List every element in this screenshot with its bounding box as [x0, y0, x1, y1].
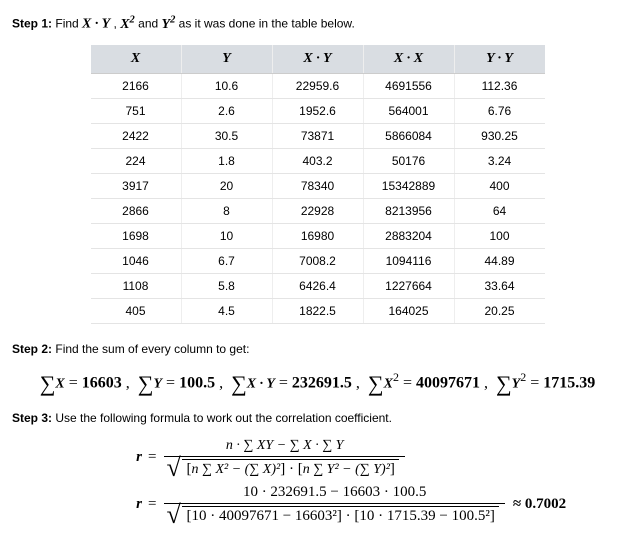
- table-cell: 50176: [363, 148, 454, 173]
- formula-num1: n · ∑ XY − ∑ X · ∑ Y: [164, 437, 404, 457]
- table-cell: 22928: [272, 198, 363, 223]
- step1-text-a: Find: [55, 17, 82, 31]
- table-row: 7512.61952.65640016.76: [91, 98, 545, 123]
- col-header-yy: Y · Y: [454, 45, 545, 74]
- table-cell: 6426.4: [272, 273, 363, 298]
- formula-approx: ≈ 0.7002: [505, 496, 566, 513]
- step2-line: Step 2: Find the sum of every column to …: [12, 342, 623, 356]
- table-cell: 3.24: [454, 148, 545, 173]
- table-cell: 1108: [91, 273, 182, 298]
- table-row: 4054.51822.516402520.25: [91, 298, 545, 323]
- formula-frac2: 10 · 232691.5 − 16603 · 100.5 [10 · 4009…: [164, 484, 504, 525]
- table-cell: 2883204: [363, 223, 454, 248]
- formula-eq1: =: [148, 449, 164, 466]
- table-cell: 73871: [272, 123, 363, 148]
- table-cell: 6.76: [454, 98, 545, 123]
- table-cell: 64: [454, 198, 545, 223]
- table-cell: 112.36: [454, 73, 545, 98]
- table-cell: 30.5: [181, 123, 272, 148]
- table-cell: 7008.2: [272, 248, 363, 273]
- sums-line: ∑X = 16603 , ∑Y = 100.5 , ∑X · Y = 23269…: [12, 370, 623, 397]
- step3-text: Use the following formula to work out th…: [55, 411, 392, 425]
- formula-r1: r: [92, 449, 148, 466]
- data-table: X Y X · Y X · X Y · Y 216610.622959.6469…: [91, 45, 545, 324]
- step3-label: Step 3:: [12, 411, 52, 425]
- table-cell: 2422: [91, 123, 182, 148]
- table-cell: 4691556: [363, 73, 454, 98]
- formula-eq2: =: [148, 496, 164, 513]
- step1-and: and: [138, 17, 161, 31]
- table-cell: 5.8: [181, 273, 272, 298]
- table-cell: 16980: [272, 223, 363, 248]
- step1-text-b: as it was done in the table below.: [179, 17, 355, 31]
- table-row: 242230.5738715866084930.25: [91, 123, 545, 148]
- table-cell: 1.8: [181, 148, 272, 173]
- table-cell: 10.6: [181, 73, 272, 98]
- step1-expr2: X2: [120, 17, 135, 32]
- table-cell: 33.64: [454, 273, 545, 298]
- formula-row-2: r = 10 · 232691.5 − 16603 · 100.5 [10 · …: [92, 484, 623, 525]
- table-cell: 2866: [91, 198, 182, 223]
- table-cell: 403.2: [272, 148, 363, 173]
- table-cell: 10: [181, 223, 272, 248]
- formula-row-1: r = n · ∑ XY − ∑ X · ∑ Y [n ∑ X² − (∑ X)…: [92, 437, 623, 478]
- table-cell: 5866084: [363, 123, 454, 148]
- table-cell: 20: [181, 173, 272, 198]
- formula-frac1: n · ∑ XY − ∑ X · ∑ Y [n ∑ X² − (∑ X)²] ·…: [164, 437, 404, 478]
- table-cell: 930.25: [454, 123, 545, 148]
- step1-expr1: X · Y: [82, 17, 110, 32]
- table-cell: 400: [454, 173, 545, 198]
- col-header-xy: X · Y: [272, 45, 363, 74]
- step1-expr3: Y2: [162, 17, 176, 32]
- table-row: 10466.77008.2109411644.89: [91, 248, 545, 273]
- table-row: 169810169802883204100: [91, 223, 545, 248]
- step1-label: Step 1:: [12, 17, 52, 31]
- step2-label: Step 2:: [12, 342, 52, 356]
- table-cell: 1822.5: [272, 298, 363, 323]
- table-row: 216610.622959.64691556112.36: [91, 73, 545, 98]
- table-cell: 224: [91, 148, 182, 173]
- table-cell: 8: [181, 198, 272, 223]
- table-cell: 8213956: [363, 198, 454, 223]
- table-cell: 2166: [91, 73, 182, 98]
- step3-line: Step 3: Use the following formula to wor…: [12, 411, 623, 425]
- table-row: 3917207834015342889400: [91, 173, 545, 198]
- formula-num2: 10 · 232691.5 − 16603 · 100.5: [164, 484, 504, 504]
- table-cell: 2.6: [181, 98, 272, 123]
- table-cell: 1227664: [363, 273, 454, 298]
- table-cell: 1094116: [363, 248, 454, 273]
- table-row: 2241.8403.2501763.24: [91, 148, 545, 173]
- formula-den2: [10 · 40097671 − 16603²] · [10 · 1715.39…: [164, 504, 504, 525]
- table-cell: 6.7: [181, 248, 272, 273]
- formula-r2: r: [92, 496, 148, 513]
- step1-line: Step 1: Find X · Y , X2 and Y2 as it was…: [12, 14, 623, 33]
- table-row: 2866822928821395664: [91, 198, 545, 223]
- table-cell: 1698: [91, 223, 182, 248]
- table-header-row: X Y X · Y X · X Y · Y: [91, 45, 545, 74]
- col-header-y: Y: [181, 45, 272, 74]
- table-cell: 4.5: [181, 298, 272, 323]
- table-cell: 405: [91, 298, 182, 323]
- table-cell: 15342889: [363, 173, 454, 198]
- table-cell: 100: [454, 223, 545, 248]
- formula-den1: [n ∑ X² − (∑ X)²] · [n ∑ Y² − (∑ Y)²]: [164, 457, 404, 478]
- table-cell: 751: [91, 98, 182, 123]
- table-cell: 44.89: [454, 248, 545, 273]
- table-cell: 564001: [363, 98, 454, 123]
- table-cell: 78340: [272, 173, 363, 198]
- col-header-x: X: [91, 45, 182, 74]
- table-row: 11085.86426.4122766433.64: [91, 273, 545, 298]
- table-cell: 1046: [91, 248, 182, 273]
- step2-text: Find the sum of every column to get:: [55, 342, 249, 356]
- table-cell: 22959.6: [272, 73, 363, 98]
- formula-block: r = n · ∑ XY − ∑ X · ∑ Y [n ∑ X² − (∑ X)…: [92, 437, 623, 525]
- table-cell: 20.25: [454, 298, 545, 323]
- table-cell: 164025: [363, 298, 454, 323]
- col-header-xx: X · X: [363, 45, 454, 74]
- table-cell: 3917: [91, 173, 182, 198]
- table-cell: 1952.6: [272, 98, 363, 123]
